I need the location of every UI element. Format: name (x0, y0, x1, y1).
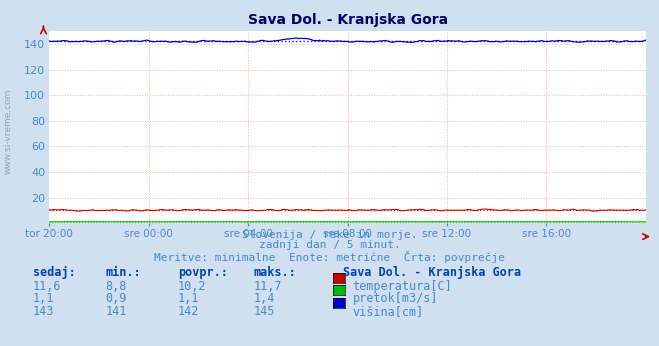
Text: Sava Dol. - Kranjska Gora: Sava Dol. - Kranjska Gora (343, 266, 521, 280)
Text: 0,9: 0,9 (105, 292, 127, 306)
Text: pretok[m3/s]: pretok[m3/s] (353, 292, 438, 306)
Text: zadnji dan / 5 minut.: zadnji dan / 5 minut. (258, 240, 401, 251)
Text: temperatura[C]: temperatura[C] (353, 280, 452, 293)
Text: 145: 145 (254, 305, 275, 318)
Text: 141: 141 (105, 305, 127, 318)
Text: 1,1: 1,1 (178, 292, 199, 306)
Text: povpr.:: povpr.: (178, 266, 228, 280)
Text: Meritve: minimalne  Enote: metrične  Črta: povprečje: Meritve: minimalne Enote: metrične Črta:… (154, 251, 505, 263)
Text: www.si-vreme.com: www.si-vreme.com (3, 89, 13, 174)
Title: Sava Dol. - Kranjska Gora: Sava Dol. - Kranjska Gora (248, 13, 447, 27)
Text: 10,2: 10,2 (178, 280, 206, 293)
Text: 11,6: 11,6 (33, 280, 61, 293)
Text: 11,7: 11,7 (254, 280, 282, 293)
Text: Slovenija / reke in morje.: Slovenija / reke in morje. (242, 230, 417, 240)
Text: 8,8: 8,8 (105, 280, 127, 293)
Text: 142: 142 (178, 305, 199, 318)
Text: min.:: min.: (105, 266, 141, 280)
Text: 1,1: 1,1 (33, 292, 54, 306)
Text: 1,4: 1,4 (254, 292, 275, 306)
Text: višina[cm]: višina[cm] (353, 305, 424, 318)
Text: sedaj:: sedaj: (33, 266, 76, 280)
Text: maks.:: maks.: (254, 266, 297, 280)
Text: 143: 143 (33, 305, 54, 318)
